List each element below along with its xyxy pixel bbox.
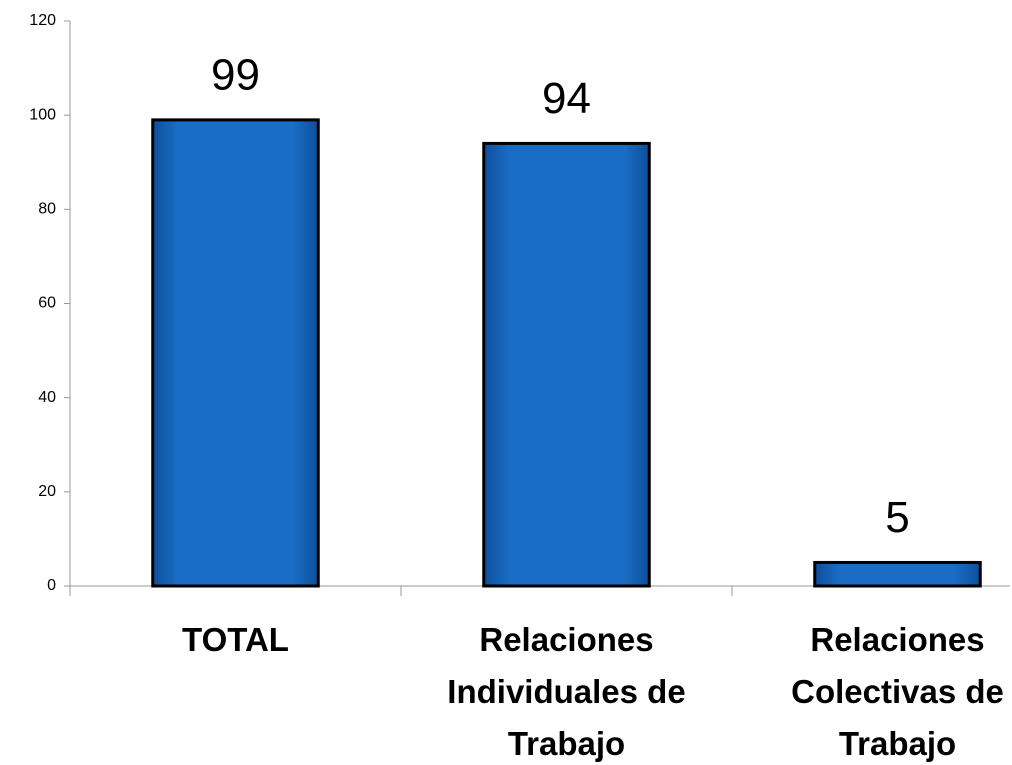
bar [482, 141, 651, 588]
bar [151, 118, 320, 588]
x-tick-label: Relaciones Individuales de Trabajo [447, 621, 686, 762]
y-tick-label: 100 [29, 106, 56, 123]
y-tick-label: 60 [38, 295, 56, 312]
data-label: 5 [885, 493, 909, 542]
y-tick-label: 40 [38, 389, 56, 406]
x-tick-label: Relaciones Colectivas de Trabajo [791, 621, 1004, 762]
data-label: 94 [542, 74, 591, 123]
y-tick-label: 120 [29, 12, 56, 29]
x-tick-label-box: TOTAL [182, 621, 289, 658]
x-tick-label-box: Relaciones Colectivas de Trabajo [791, 621, 1004, 762]
x-tick-label-box: Relaciones Individuales de Trabajo [447, 621, 686, 762]
bar [813, 560, 982, 588]
y-tick-label: 80 [38, 201, 56, 218]
data-label: 99 [211, 51, 260, 100]
y-tick-label: 20 [38, 483, 56, 500]
y-tick-label: 0 [47, 577, 56, 594]
x-tick-label: TOTAL [182, 621, 289, 658]
